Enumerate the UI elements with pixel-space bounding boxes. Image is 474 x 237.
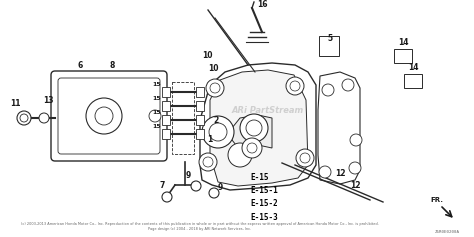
Circle shape [162, 192, 172, 202]
Circle shape [209, 123, 227, 141]
FancyBboxPatch shape [162, 101, 170, 111]
Circle shape [17, 111, 31, 125]
Text: (c) 2003-2013 American Honda Motor Co., Inc. Reproduction of the contents of thi: (c) 2003-2013 American Honda Motor Co., … [21, 222, 379, 231]
Text: 15: 15 [153, 82, 161, 87]
FancyBboxPatch shape [51, 71, 167, 161]
Text: E-15
E-15-1
E-15-2
E-15-3: E-15 E-15-1 E-15-2 E-15-3 [250, 173, 278, 222]
Text: 15: 15 [153, 109, 161, 114]
Circle shape [149, 110, 161, 122]
Circle shape [322, 84, 334, 96]
Circle shape [286, 77, 304, 95]
Circle shape [210, 83, 220, 93]
Text: 12: 12 [350, 181, 360, 190]
Text: 14: 14 [398, 37, 408, 46]
Polygon shape [210, 70, 308, 186]
FancyBboxPatch shape [162, 129, 170, 139]
FancyBboxPatch shape [196, 115, 204, 125]
Circle shape [349, 162, 361, 174]
Circle shape [20, 114, 28, 122]
Text: FR.: FR. [430, 197, 444, 203]
Text: 10: 10 [202, 50, 212, 59]
Text: 11: 11 [10, 99, 20, 108]
Text: 6: 6 [77, 60, 82, 69]
Circle shape [246, 120, 262, 136]
Text: 2: 2 [213, 115, 219, 124]
FancyBboxPatch shape [58, 78, 160, 154]
Circle shape [202, 116, 234, 148]
Text: ARi PartStream: ARi PartStream [232, 105, 304, 114]
Circle shape [209, 188, 219, 198]
Circle shape [86, 98, 122, 134]
Circle shape [95, 107, 113, 125]
Circle shape [290, 81, 300, 91]
Text: Z5R0E0200A: Z5R0E0200A [435, 230, 460, 234]
Text: 14: 14 [408, 63, 418, 72]
Circle shape [203, 157, 213, 167]
Circle shape [191, 181, 201, 191]
Polygon shape [318, 72, 360, 184]
FancyBboxPatch shape [162, 87, 170, 97]
Polygon shape [200, 63, 316, 190]
Circle shape [350, 134, 362, 146]
FancyBboxPatch shape [196, 101, 204, 111]
Text: 5: 5 [328, 33, 333, 42]
Circle shape [247, 143, 257, 153]
Circle shape [319, 166, 331, 178]
FancyBboxPatch shape [162, 115, 170, 125]
Circle shape [206, 79, 224, 97]
Text: 10: 10 [208, 64, 218, 73]
Circle shape [240, 114, 268, 142]
Circle shape [300, 153, 310, 163]
Circle shape [296, 149, 314, 167]
Circle shape [242, 138, 262, 158]
Text: 12: 12 [335, 169, 345, 178]
Text: 15: 15 [153, 96, 161, 100]
Polygon shape [172, 82, 194, 154]
FancyBboxPatch shape [394, 49, 412, 63]
FancyBboxPatch shape [196, 87, 204, 97]
Circle shape [228, 143, 252, 167]
Circle shape [39, 113, 49, 123]
Text: 1: 1 [207, 136, 213, 145]
FancyBboxPatch shape [319, 36, 339, 56]
FancyBboxPatch shape [196, 129, 204, 139]
Text: 16: 16 [257, 0, 267, 9]
Circle shape [342, 79, 354, 91]
Circle shape [199, 153, 217, 171]
Text: 8: 8 [109, 60, 115, 69]
FancyBboxPatch shape [404, 74, 422, 88]
Text: 15: 15 [153, 123, 161, 128]
Text: 7: 7 [159, 181, 164, 190]
Polygon shape [232, 115, 272, 150]
Text: 9: 9 [185, 172, 191, 181]
Text: 9: 9 [218, 183, 223, 192]
Text: 13: 13 [43, 96, 53, 105]
